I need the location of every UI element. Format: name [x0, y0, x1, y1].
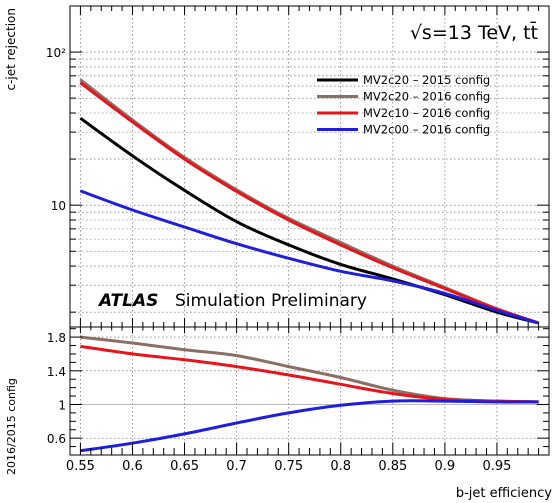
main-panel-grid [70, 6, 549, 327]
main-y-tick-label: 10 [51, 199, 66, 213]
legend-label-mv2c20-2015-config: MV2c20 – 2015 config [363, 73, 490, 87]
ratio-series-mv2c00-2016-config [80, 399, 539, 453]
main-y-axis-title: c-jet rejection [4, 8, 18, 91]
atlas-label: ATLAS [97, 291, 158, 311]
ratio-panel-frame [69, 326, 550, 456]
x-tick-label: 0.9 [435, 459, 456, 474]
main-y-tick-labels: 10 10² [46, 46, 66, 213]
x-tick-labels: 0.55 0.6 0.65 0.7 0.75 0.8 0.85 0.9 0.95 [66, 459, 511, 474]
ratio-series-mv2c20-2016-config [80, 335, 539, 404]
ratio-y-tick-label: 1.4 [47, 365, 66, 379]
x-tick-label: 0.6 [122, 459, 143, 474]
x-tick-label: 0.7 [226, 459, 247, 474]
ratio-y-axis-title: 2016/2015 config [5, 378, 18, 475]
ratio-panel-ticks [69, 327, 549, 456]
ratio-panel-grid [70, 327, 549, 455]
x-axis-title: b-jet efficiency [456, 486, 552, 501]
energy-annotation: √s=13 TeV, tt̄ [410, 20, 538, 44]
ratio-series-mv2c10-2016-config [80, 344, 539, 404]
x-tick-label: 0.8 [330, 459, 351, 474]
ratio-y-tick-label: 0.6 [47, 432, 66, 446]
main-panel-ticks [69, 6, 549, 327]
legend: MV2c20 – 2015 config MV2c20 – 2016 config… [317, 73, 490, 137]
main-series-mv2c10-2016-config [79, 81, 540, 325]
main-panel-series [79, 78, 540, 325]
ratio-y-tick-label: 1.8 [47, 331, 66, 345]
x-tick-label: 0.95 [482, 459, 511, 474]
main-series-mv2c20-2015-config [79, 116, 539, 325]
x-tick-label: 0.65 [170, 459, 199, 474]
ratio-y-tick-labels: 0.6 1 1.4 1.8 [47, 331, 66, 446]
simulation-preliminary-label: Simulation Preliminary [175, 291, 367, 311]
legend-label-mv2c20-2016-config: MV2c20 – 2016 config [363, 90, 490, 104]
ratio-panel-series [80, 335, 539, 453]
main-panel-frame [69, 5, 550, 328]
x-tick-label: 0.85 [378, 459, 407, 474]
main-y-tick-label: 10² [46, 46, 66, 60]
main-series-mv2c00-2016-config [79, 189, 540, 325]
x-tick-label: 0.75 [274, 459, 303, 474]
legend-label-mv2c00-2016-config: MV2c00 – 2016 config [363, 123, 490, 137]
legend-label-mv2c10-2016-config: MV2c10 – 2016 config [363, 106, 490, 120]
x-tick-label: 0.55 [66, 459, 95, 474]
ratio-y-tick-label: 1 [58, 398, 66, 412]
